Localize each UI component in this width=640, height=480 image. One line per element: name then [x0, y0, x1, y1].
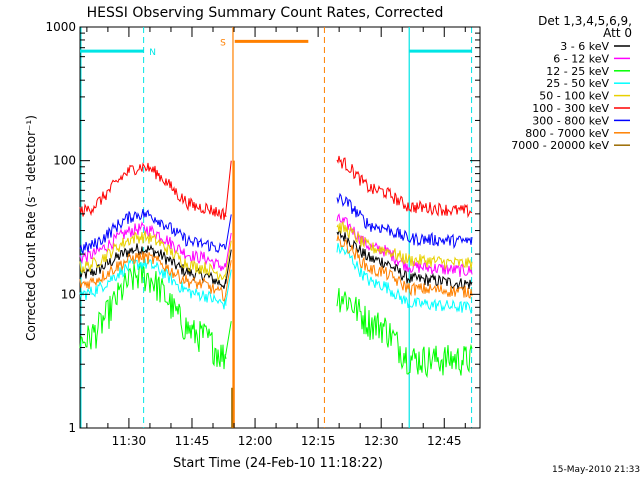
series-line-pre — [79, 251, 227, 302]
series-line-post — [336, 288, 473, 379]
legend-label: 800 - 7000 keV — [525, 127, 609, 140]
series-line-post — [336, 235, 473, 300]
footer-date: 15-May-2010 21:33 — [552, 465, 640, 475]
series-rise — [225, 232, 232, 268]
y-tick-label: 100 — [53, 154, 76, 168]
y-axis-ticks: 1 10 100 1000 — [45, 20, 480, 435]
series-rise — [225, 240, 232, 275]
series-3-6keV-trace — [79, 229, 473, 292]
legend-header-line-2: Att 0 — [603, 26, 632, 40]
x-tick-label: 12:30 — [364, 434, 399, 448]
legend-header-line-1: Det 1,3,4,5,6,9, — [538, 14, 632, 28]
series-rise — [225, 160, 232, 214]
legend-label: 7000 - 20000 keV — [511, 139, 609, 152]
x-tick-label: 12:15 — [301, 434, 336, 448]
series-line-post — [336, 192, 473, 250]
x-axis-label: Start Time (24-Feb-10 11:18:22) — [173, 456, 383, 471]
series-line-pre — [79, 162, 227, 221]
legend-label: 6 - 12 keV — [553, 52, 609, 65]
series-line-post — [336, 243, 473, 315]
series-100-300keV-trace — [79, 155, 473, 221]
legend-label: 12 - 25 keV — [546, 65, 609, 78]
series-line-pre — [79, 262, 227, 370]
series-rise — [225, 269, 232, 304]
x-tick-label: 11:45 — [175, 434, 210, 448]
series-line-pre — [79, 221, 227, 272]
series-800-7000keV-trace — [79, 235, 473, 302]
series-line-pre — [79, 258, 227, 310]
series-line-pre — [79, 209, 227, 256]
legend-label: 100 - 300 keV — [532, 102, 609, 115]
x-tick-label: 12:45 — [427, 434, 462, 448]
observing-flags: NS — [80, 27, 473, 428]
series-line-pre — [79, 231, 227, 282]
x-tick-label: 12:00 — [238, 434, 273, 448]
y-axis-label: Corrected Count Rate (s⁻¹ detector⁻¹) — [24, 115, 38, 341]
x-axis-ticks: 11:30 11:45 12:00 12:15 12:30 12:45 — [86, 27, 466, 448]
legend-label: 300 - 800 keV — [532, 114, 609, 127]
series-line-post — [336, 155, 473, 219]
y-tick-label: 1 — [68, 421, 76, 435]
legend-label: 50 - 100 keV — [539, 90, 609, 103]
series-rise — [225, 249, 232, 284]
chart-title: HESSI Observing Summary Count Rates, Cor… — [87, 5, 444, 21]
night-flag-label: N — [149, 48, 156, 58]
y-tick-label: 1000 — [45, 20, 76, 34]
series-line-post — [336, 213, 473, 277]
x-tick-label: 11:30 — [112, 434, 147, 448]
series-6-12keV-trace — [79, 213, 473, 277]
series-line-post — [336, 229, 473, 292]
legend-label: 25 - 50 keV — [546, 77, 609, 90]
plot-frame — [79, 26, 481, 429]
series-rise — [225, 214, 232, 249]
series-300-800keV-trace — [79, 192, 473, 256]
series-line-post — [336, 220, 473, 271]
legend-label: 3 - 6 keV — [560, 40, 609, 53]
saa-flag-label: S — [220, 38, 226, 48]
series-25-50keV-trace — [79, 243, 473, 315]
series-50-100keV-trace — [79, 220, 473, 282]
series-line-pre — [79, 243, 227, 289]
series-layer — [79, 155, 473, 428]
series-rise — [225, 260, 232, 295]
y-tick-label: 10 — [61, 287, 76, 301]
series-rise — [225, 321, 232, 356]
series-12-25keV-trace — [79, 262, 473, 379]
